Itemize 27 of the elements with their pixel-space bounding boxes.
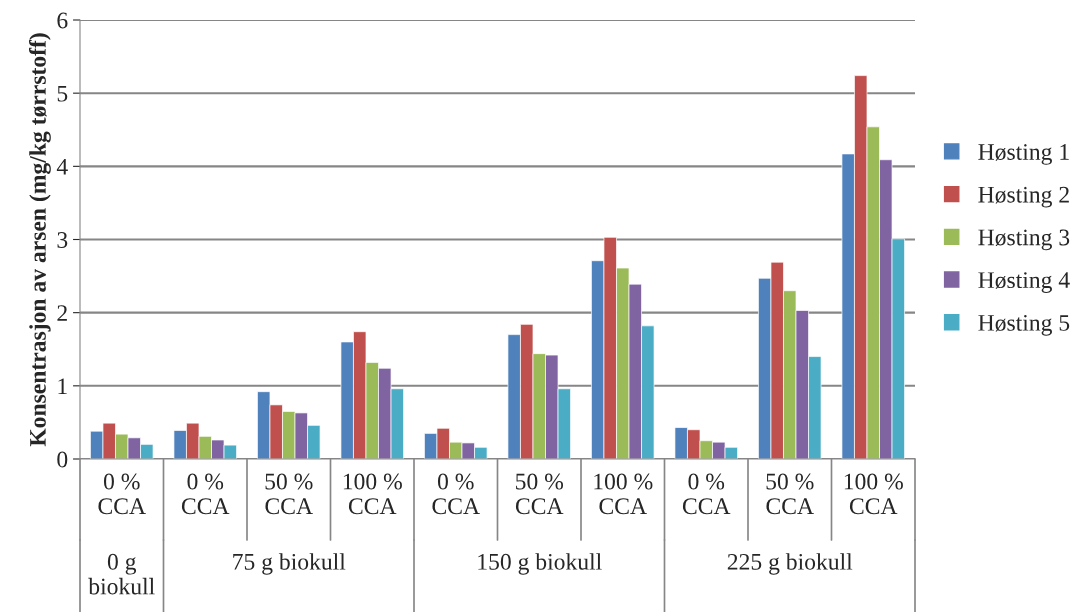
y-tick-label: 0 bbox=[57, 451, 68, 468]
x-tick-label: 100 % CCA bbox=[594, 473, 653, 515]
y-tick-label: 3 bbox=[57, 232, 68, 248]
x-tick-label: 50 % CCA bbox=[265, 473, 313, 515]
x-tick-label: 0 % CCA bbox=[181, 473, 230, 515]
text: 0 g biokull bbox=[88, 553, 155, 595]
x-tick-label: 0 % CCA bbox=[432, 473, 480, 515]
x-tick-label: 0 % CCA bbox=[98, 473, 146, 515]
legend-label: Høsting 1 bbox=[978, 144, 1069, 165]
x-tick-label: 0 % CCA bbox=[682, 473, 731, 515]
legend-label: Høsting 4 bbox=[978, 272, 1070, 293]
y-tick-label: 2 bbox=[57, 305, 67, 321]
text: 150 g biokull bbox=[478, 553, 602, 575]
text: 225 g biokull bbox=[727, 553, 853, 575]
legend-label: Høsting 5 bbox=[978, 314, 1070, 336]
x-tick-label: 100 % CCA bbox=[844, 473, 903, 515]
x-tick-label: 50 % CCA bbox=[515, 473, 564, 515]
y-tick-label: 1 bbox=[58, 378, 67, 395]
y-tick-label: 6 bbox=[57, 12, 68, 29]
legend-label: Høsting 3 bbox=[978, 229, 1070, 251]
x-tick-label: 50 % CCA bbox=[766, 473, 814, 515]
text: 75 g biokull bbox=[233, 553, 346, 575]
legend-label: Høsting 2 bbox=[978, 186, 1069, 208]
y-axis-title: Konsentrasjon av arsen (mg/kg tørrstoff) bbox=[29, 33, 51, 447]
x-tick-label: 100 % CCA bbox=[343, 473, 402, 515]
y-tick-label: 5 bbox=[57, 85, 68, 102]
y-tick-label: 4 bbox=[56, 158, 68, 175]
